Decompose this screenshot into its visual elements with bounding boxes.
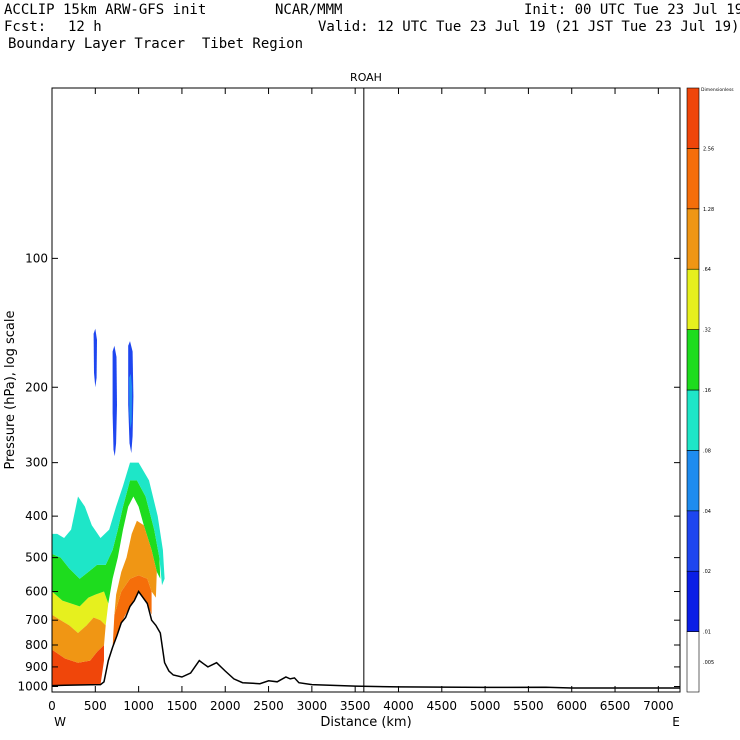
y-tick-label-1: 200 [25,380,48,394]
colorbar-swatch-1 [686,570,700,632]
colorbar-level-4: .08 [703,448,711,454]
colorbar-level-8: 1.28 [703,207,714,213]
y-tick-label-7: 800 [25,638,48,652]
y-tick-label-8: 900 [25,660,48,674]
colorbar-swatch-2 [686,510,700,572]
plot-frame [51,87,681,693]
tracer-region-3 [114,520,157,615]
colorbar-swatch-4 [686,389,700,451]
header-org: NCAR/MMM [275,2,343,18]
terrain-mask [52,591,680,692]
colorbar-level-2: .02 [703,569,711,575]
tracer-region-0 [52,645,104,687]
colorbar-swatch-0 [686,631,700,693]
x-tick-label-13: 6500 [600,699,631,713]
x-axis-label: Distance (km) [320,715,411,730]
colorbar-units: Dimensionless [701,87,734,93]
colorbar-level-1: .01 [703,630,711,636]
x-tick-label-4: 2000 [210,699,241,713]
upper-plume-3 [129,373,133,429]
header-init: Init: 00 UTC Tue 23 Jul 19 [524,2,740,18]
x-tick-label-9: 4500 [427,699,458,713]
colorbar-swatch-7 [686,208,700,270]
tracer-region-1 [112,575,152,648]
y-tick-label-0: 100 [25,251,48,265]
colorbar-swatch-8 [686,148,700,210]
colorbar-swatch-6 [686,268,700,330]
upper-plume-1 [112,345,117,457]
y-tick-label-5: 600 [25,585,48,599]
colorbar-level-6: .32 [703,328,711,334]
x-tick-label-5: 2500 [253,699,284,713]
x-tick-label-7: 3500 [340,699,371,713]
header-valid: Valid: 12 UTC Tue 23 Jul 19 (21 JST Tue … [318,19,740,35]
y-tick-label-4: 500 [25,551,48,565]
x-tick-label-10: 5000 [470,699,501,713]
x-tick-label-12: 6000 [556,699,587,713]
axes-layer: 0 500 1000 1500 2000 2500 3000 3500 4000 4500 5000… [17,88,680,713]
y-tick-label-9: 1000 [17,680,48,694]
chart-title: ROAH [350,71,382,84]
colorbar-level-3: .04 [703,509,711,515]
x-tick-label-2: 1000 [123,699,154,713]
header-field: Boundary Layer Tracer Tibet Region [8,36,304,52]
colorbar: .005 .01 .02 .04 .08 .16 .32 .64 1.28 2.56 Dimensi… [686,87,734,693]
upper-plume-0 [93,328,97,388]
colorbar-swatch-5 [686,329,700,391]
header-title: ACCLIP 15km ARW-GFS init [4,2,207,18]
x-tick-label-8: 4000 [383,699,414,713]
terrain-layer [51,88,680,692]
y-axis-label: Pressure (hPa), log scale [3,311,18,470]
header-fcst-value: 12 h [68,19,102,35]
header-fcst-label: Fcst: [4,19,47,35]
colorbar-level-5: .16 [703,388,711,394]
x-tick-label-1: 500 [84,699,107,713]
x-left-end-label: W [54,715,66,729]
x-tick-label-11: 5500 [513,699,544,713]
tracer-band-0 [52,591,109,633]
colorbar-level-0: .005 [703,660,714,666]
y-tick-label-6: 700 [25,613,48,627]
y-tick-label-3: 400 [25,509,48,523]
y-tick-label-2: 300 [25,456,48,470]
colorbar-level-7: .64 [703,267,711,273]
tracer-fill-layer [52,328,165,687]
colorbar-swatch-9 [686,87,700,149]
x-tick-label-3: 1500 [167,699,198,713]
tracer-region-2 [52,614,106,663]
x-tick-label-0: 0 [48,699,56,713]
colorbar-swatch-3 [686,450,700,512]
x-tick-label-14: 7000 [643,699,674,713]
x-right-end-label: E [672,715,680,729]
x-tick-label-6: 3000 [297,699,328,713]
tracer-band-1 [52,480,161,607]
tracer-band-2 [52,462,165,586]
terrain-line [51,590,680,689]
colorbar-level-9: 2.56 [703,146,714,152]
